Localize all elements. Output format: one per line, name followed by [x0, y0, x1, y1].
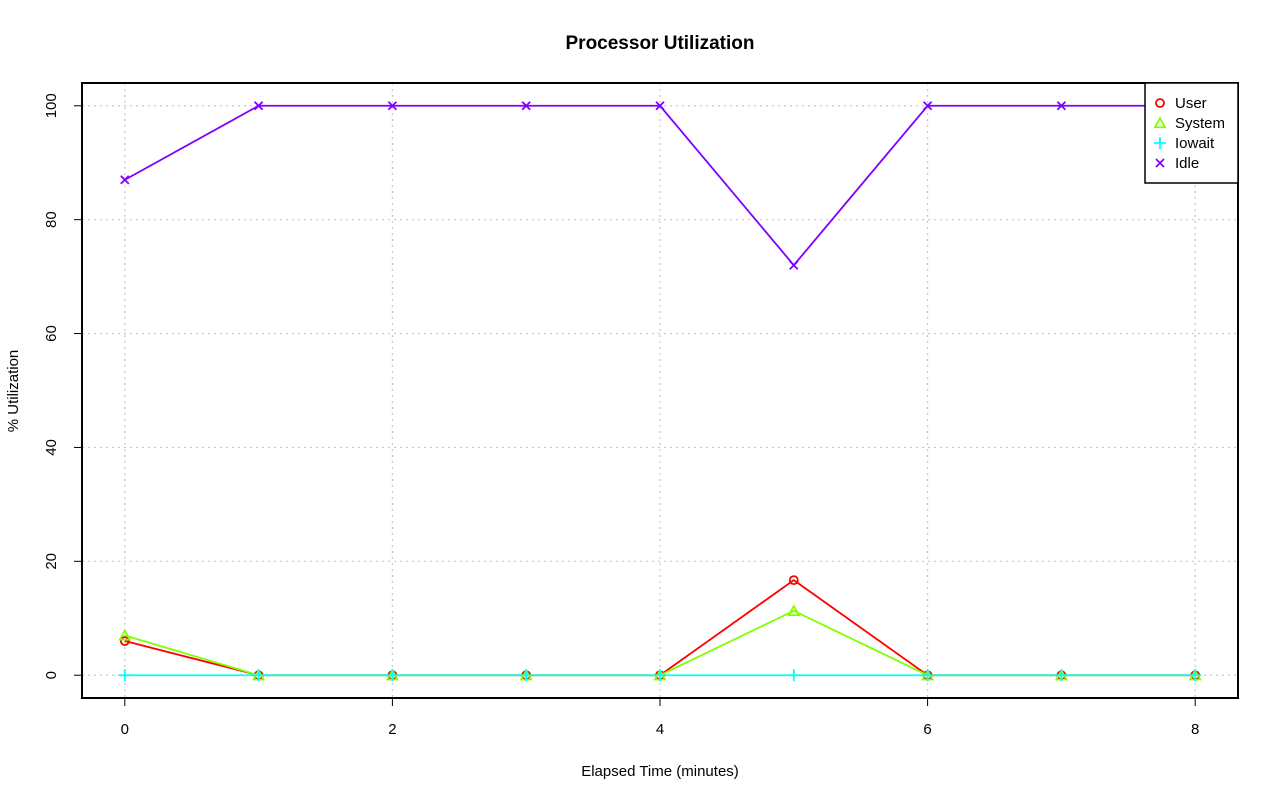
series-user	[119, 575, 1201, 681]
data-point-idle	[655, 101, 665, 111]
x-axis-label: Elapsed Time (minutes)	[581, 763, 739, 780]
data-point-idle	[253, 101, 264, 111]
y-tick-label: 60	[43, 325, 60, 342]
legend: User System Iowait Idle	[1144, 82, 1239, 184]
legend-marker-iowait	[1154, 137, 1166, 149]
data-point-idle	[789, 260, 799, 270]
y-tick-label: 0	[43, 671, 60, 679]
data-point-iowait	[1055, 669, 1068, 682]
data-point-idle	[1056, 101, 1067, 111]
plot-frame	[81, 82, 1239, 699]
data-point-idle	[120, 175, 130, 185]
data-point-iowait	[252, 669, 265, 682]
data-point-system	[787, 604, 801, 617]
data-point-iowait	[520, 669, 533, 682]
data-point-iowait	[386, 669, 399, 682]
y-tick-label: 40	[43, 439, 60, 456]
y-tick-label: 100	[43, 93, 60, 118]
data-point-iowait	[654, 669, 666, 682]
x-tick-label: 0	[121, 721, 129, 738]
x-tick-label: 4	[656, 721, 664, 738]
data-point-iowait	[921, 669, 934, 682]
y-tick-label: 80	[43, 211, 60, 228]
legend-label: Iowait	[1175, 135, 1215, 152]
series-iowait	[118, 669, 1202, 682]
data-point-user	[119, 636, 130, 646]
data-point-iowait	[118, 669, 131, 682]
plot-series	[118, 101, 1202, 682]
x-tick-label: 6	[923, 721, 931, 738]
legend-label: Idle	[1175, 155, 1199, 172]
data-point-idle	[521, 101, 531, 111]
data-point-iowait	[1189, 669, 1202, 682]
y-tick-label: 20	[43, 553, 60, 570]
chart-title: Processor Utilization	[566, 33, 755, 54]
x-tick-label: 8	[1191, 721, 1199, 738]
grid-lines	[82, 83, 1238, 698]
legend-marker-system	[1153, 116, 1167, 129]
data-point-system	[118, 628, 132, 641]
x-tick-label: 2	[388, 721, 396, 738]
legend-label: System	[1175, 115, 1225, 132]
data-point-user	[788, 575, 799, 586]
y-axis-label: % Utilization	[5, 350, 22, 433]
data-point-iowait	[787, 669, 800, 682]
data-point-idle	[922, 101, 933, 111]
data-point-idle	[387, 101, 398, 111]
legend-label: User	[1175, 95, 1207, 112]
series-idle	[120, 101, 1200, 270]
legend-marker-user	[1155, 98, 1165, 108]
legend-marker-idle	[1155, 158, 1165, 168]
